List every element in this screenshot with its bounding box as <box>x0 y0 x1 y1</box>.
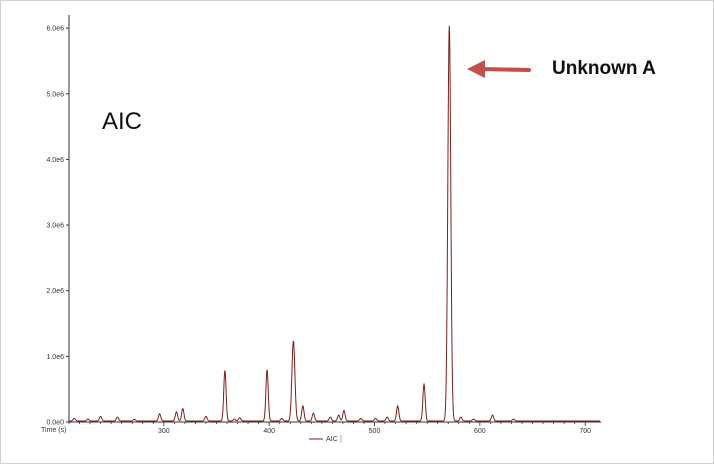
annotation-arrow-head <box>467 60 485 78</box>
annotation-arrow-shaft <box>479 67 531 72</box>
annotation-arrow <box>467 60 531 78</box>
y-tick-label: 0.0e0 <box>46 420 64 427</box>
x-tick-label: 300 <box>158 428 170 435</box>
annotation-label: Unknown A <box>552 58 656 79</box>
y-tick-label: 1.0e6 <box>46 354 64 361</box>
legend-label: AIC <box>326 436 338 443</box>
y-tick-label: 3.0e6 <box>46 223 64 230</box>
y-tick-label: 6.0e6 <box>46 26 64 33</box>
x-tick-label: 500 <box>369 428 381 435</box>
x-axis-label: Time (s) <box>41 427 66 434</box>
x-tick-label: 600 <box>474 428 486 435</box>
x-tick-label: 700 <box>579 428 591 435</box>
y-tick-label: 2.0e6 <box>46 288 64 295</box>
x-tick-label: 400 <box>263 428 275 435</box>
legend: AIC <box>309 435 342 443</box>
chart-title: AIC <box>102 108 142 135</box>
y-tick-label: 4.0e6 <box>46 157 64 164</box>
y-tick-group: 0.0e0 1.0e6 2.0e6 3.0e6 4.0e6 5.0e6 6.0e6 <box>46 26 69 427</box>
x-tick-group: 300 400 500 600 700 <box>68 422 591 435</box>
series-line-aic <box>69 25 600 422</box>
y-tick-label: 5.0e6 <box>46 91 64 98</box>
